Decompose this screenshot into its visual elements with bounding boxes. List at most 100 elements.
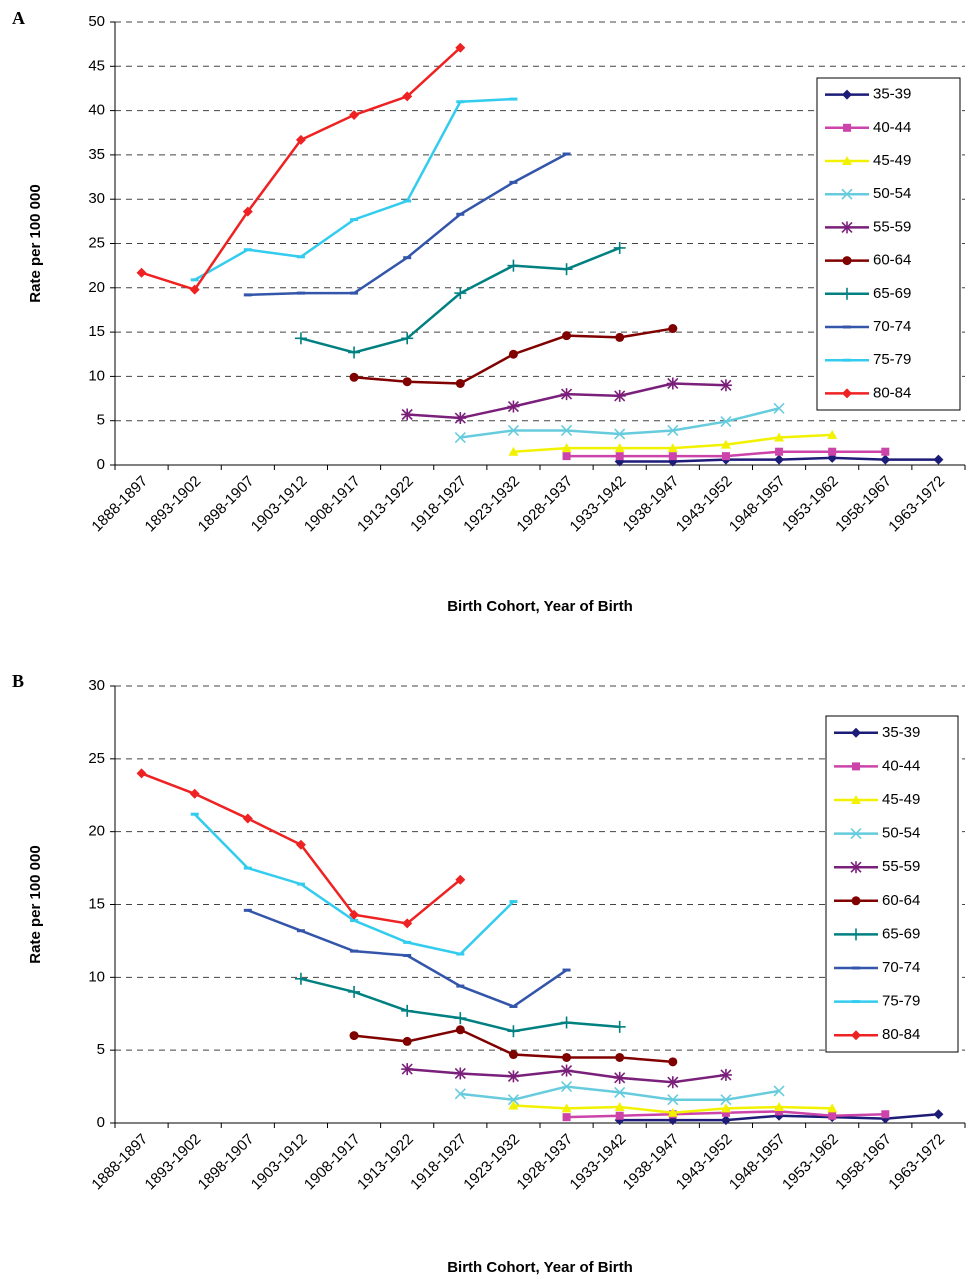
marker [774, 1101, 785, 1111]
marker-shape [843, 325, 851, 329]
marker [136, 267, 147, 278]
marker [350, 291, 359, 295]
marker-shape [842, 256, 852, 266]
x-axis-title: Birth Cohort, Year of Birth [447, 598, 633, 615]
marker-shape [349, 909, 360, 920]
marker-shape [455, 1025, 465, 1035]
marker-shape [454, 431, 466, 444]
marker [842, 89, 852, 100]
x-tick-label: 1938-1947 [620, 473, 683, 536]
marker-shape [667, 424, 679, 437]
marker [775, 447, 784, 456]
marker [348, 985, 361, 998]
marker [851, 727, 861, 738]
marker [350, 919, 359, 923]
legend-label: 60-64 [873, 252, 911, 269]
marker [668, 452, 677, 461]
marker-shape [667, 1094, 679, 1106]
marker [719, 1068, 732, 1081]
marker [560, 263, 573, 276]
marker [403, 256, 412, 260]
marker [402, 91, 413, 102]
marker [668, 1057, 678, 1067]
legend-label: 80-84 [873, 384, 911, 401]
marker [667, 443, 678, 453]
marker [454, 287, 467, 300]
marker-shape [720, 1103, 731, 1113]
marker-shape [933, 454, 944, 465]
x-tick-label: 1933-1942 [567, 473, 630, 536]
marker [294, 972, 307, 985]
marker [615, 1111, 624, 1120]
marker-shape [508, 1050, 518, 1060]
marker [509, 900, 518, 904]
x-tick-label: 1913-1922 [354, 473, 417, 536]
marker-shape [774, 1101, 785, 1111]
x-tick-label: 1923-1932 [460, 473, 523, 536]
marker-shape [615, 332, 625, 342]
x-tick-label: 1893-1902 [142, 1131, 205, 1194]
marker-shape [668, 1057, 678, 1067]
marker-shape [296, 255, 305, 259]
marker [402, 1036, 412, 1046]
marker-shape [562, 331, 572, 341]
marker-shape [455, 42, 466, 53]
marker-shape [614, 443, 625, 453]
marker-shape [349, 110, 360, 121]
x-tick-label: 1908-1917 [301, 473, 364, 536]
marker-shape [615, 1111, 624, 1120]
x-tick-label: 1948-1957 [726, 1131, 789, 1194]
marker-shape [509, 900, 518, 904]
marker-shape [775, 1107, 784, 1116]
marker-shape [720, 439, 731, 449]
marker-shape [402, 1036, 412, 1046]
x-tick-label: 1918-1927 [407, 473, 470, 536]
marker-shape [842, 388, 852, 399]
marker [841, 188, 853, 200]
panel-label: B [12, 671, 24, 691]
marker [773, 1085, 785, 1097]
marker-shape [775, 447, 784, 456]
series-line [193, 813, 515, 956]
marker-shape [828, 447, 837, 456]
marker [454, 1012, 467, 1025]
marker [401, 408, 414, 421]
marker-shape [773, 1085, 785, 1097]
marker [507, 424, 520, 437]
marker [842, 156, 852, 165]
x-tick-label: 1923-1932 [460, 1131, 523, 1194]
marker-shape [560, 1081, 573, 1093]
marker [509, 1004, 518, 1008]
marker [401, 332, 414, 345]
marker-shape [454, 1088, 466, 1100]
marker-shape [667, 1107, 678, 1117]
marker [880, 454, 891, 465]
marker-shape [933, 1109, 944, 1120]
x-tick-label: 1953-1962 [779, 473, 842, 536]
marker [560, 1064, 573, 1077]
marker [774, 454, 785, 465]
marker-shape [614, 428, 626, 440]
marker-shape [721, 1108, 730, 1117]
marker [455, 874, 466, 885]
marker-shape [668, 452, 677, 461]
marker-shape [827, 1103, 838, 1113]
marker-shape [136, 267, 147, 278]
marker [842, 256, 852, 266]
marker [507, 1025, 520, 1038]
marker [295, 839, 306, 850]
marker [350, 218, 359, 222]
marker [403, 199, 412, 203]
legend-label: 40-44 [873, 119, 911, 136]
marker [296, 291, 305, 295]
marker-shape [561, 1103, 572, 1113]
marker-shape [721, 452, 730, 461]
marker [508, 1050, 518, 1060]
x-tick-label: 1903-1912 [248, 1131, 311, 1194]
legend-label: 45-49 [873, 152, 911, 169]
legend-label: 75-79 [882, 993, 920, 1010]
marker [933, 454, 944, 465]
marker [243, 293, 252, 297]
marker [774, 432, 785, 442]
series-line [247, 152, 568, 297]
